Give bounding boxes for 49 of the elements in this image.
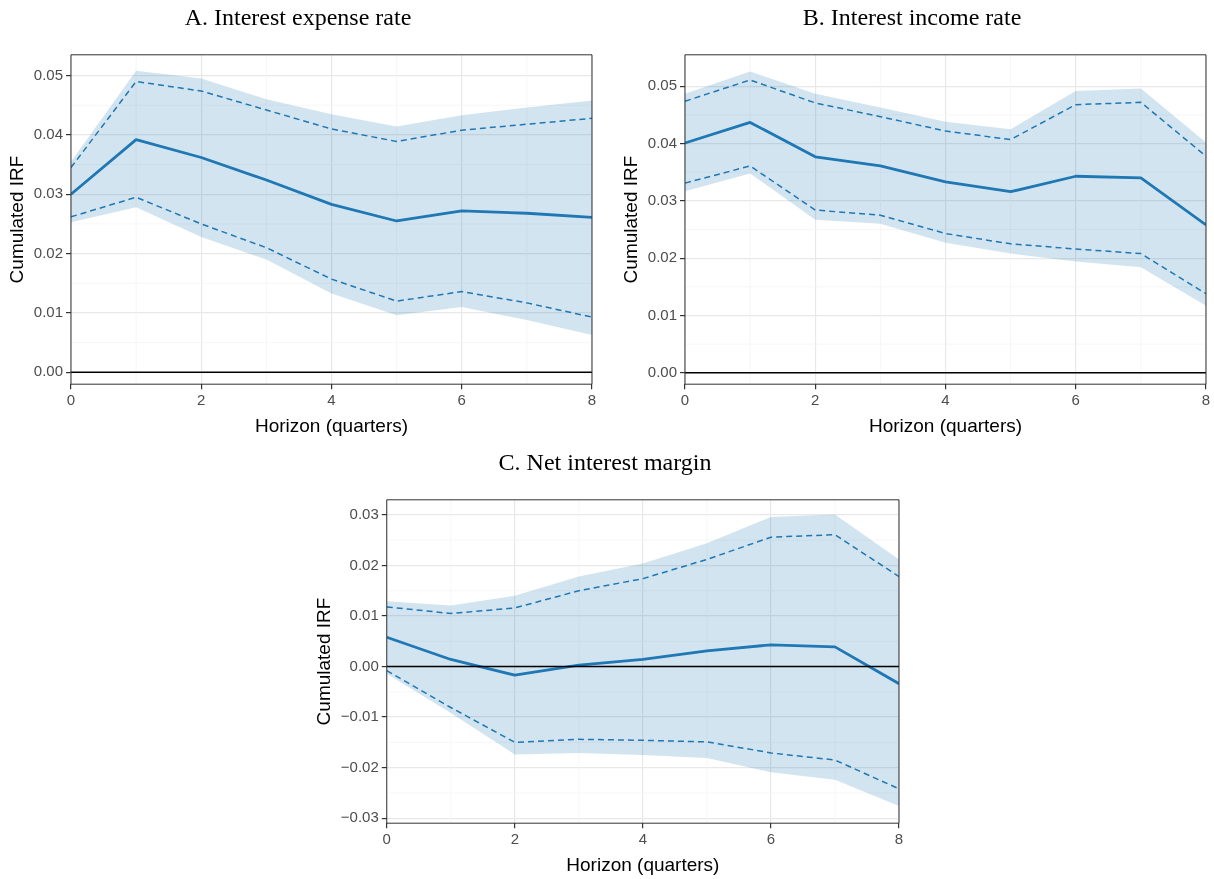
line-series: [70, 80, 592, 169]
x-tick-label: 0: [382, 830, 391, 848]
x-tick-label: 2: [510, 830, 519, 848]
x-tick-label: 6: [457, 391, 466, 409]
y-tick-label: 0.04: [647, 133, 677, 151]
y-axis-title: Cumulated IRF: [312, 597, 334, 726]
chart-title: A. Interest expense rate: [184, 3, 412, 30]
chart-title: C. Net interest margin: [498, 448, 712, 475]
y-tick-label: 0.03: [33, 184, 63, 202]
y-tick-label: 0.02: [647, 248, 677, 266]
y-tick-label: 0.03: [349, 505, 379, 523]
y-tick-label: 0.00: [349, 656, 379, 674]
y-tick-label: 0.01: [349, 606, 379, 624]
line-series: [70, 196, 592, 318]
x-tick-label: 2: [197, 391, 206, 409]
y-tick-label: 0.00: [647, 362, 677, 380]
y-tick-label: 0.01: [647, 305, 677, 323]
y-tick-label: 0.01: [33, 303, 63, 321]
line-series: [386, 669, 899, 790]
x-tick-label: 8: [587, 391, 597, 409]
y-tick-label: −0.01: [340, 707, 379, 725]
x-tick-label: 8: [894, 830, 904, 848]
line-series: [684, 79, 1206, 157]
y-axis-title: Cumulated IRF: [619, 155, 641, 284]
x-tick-label: 0: [66, 391, 76, 409]
y-tick-label: 0.05: [33, 65, 63, 83]
line-series: [684, 165, 1206, 295]
x-tick-label: 4: [327, 391, 336, 409]
x-tick-label: 8: [1201, 391, 1211, 409]
y-axis-title: Cumulated IRF: [5, 155, 27, 284]
x-tick-label: 6: [766, 830, 776, 848]
chart-title: B. Interest income rate: [802, 3, 1022, 30]
y-tick-label: −0.03: [340, 808, 379, 826]
x-tick-label: 0: [680, 391, 690, 409]
x-axis-title: Horizon (quarters): [566, 853, 720, 875]
y-tick-label: 0.00: [33, 362, 63, 380]
line-series: [386, 533, 899, 615]
y-tick-label: 0.05: [647, 76, 677, 94]
y-tick-label: 0.04: [33, 125, 63, 143]
y-tick-label: −0.02: [340, 757, 379, 775]
x-axis-title: Horizon (quarters): [868, 414, 1023, 436]
x-tick-label: 4: [941, 391, 950, 409]
x-tick-label: 6: [1071, 391, 1080, 409]
x-axis-title: Horizon (quarters): [254, 414, 409, 436]
x-tick-label: 4: [638, 830, 648, 848]
x-tick-label: 2: [811, 391, 820, 409]
y-tick-label: 0.02: [33, 243, 63, 261]
y-tick-label: 0.02: [349, 555, 379, 573]
y-tick-label: 0.03: [647, 191, 677, 209]
